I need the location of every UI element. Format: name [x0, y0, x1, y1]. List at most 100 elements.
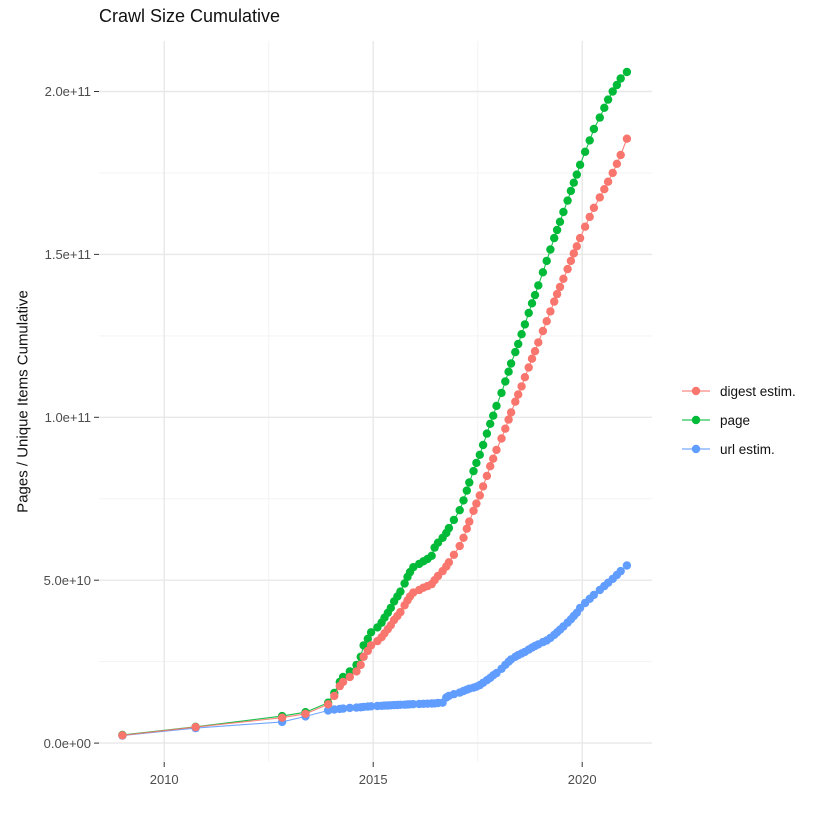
data-point-page [538, 268, 548, 277]
data-point-digest-estim- [530, 347, 540, 356]
legend-item-url-estim-: url estim. [681, 441, 796, 457]
data-point-digest-estim- [459, 533, 468, 542]
legend-label: page [720, 412, 751, 428]
data-point-page [482, 429, 492, 438]
series-line-url-estim- [122, 565, 628, 737]
data-point-page [489, 411, 498, 420]
data-point-url-estim- [622, 561, 632, 570]
y-tick-label: 1.0e+11 [44, 409, 91, 425]
data-point-digest-estim- [600, 185, 609, 194]
data-point-page [475, 450, 484, 459]
data-point-digest-estim- [352, 667, 361, 676]
data-point-page [552, 225, 562, 235]
data-point-digest-estim- [396, 607, 405, 617]
data-point-page [455, 506, 464, 515]
data-point-page [603, 95, 613, 104]
y-tick-label: 0.0e+00 [43, 735, 91, 751]
data-point-digest-estim- [580, 222, 590, 231]
data-point-page [550, 233, 559, 243]
data-point-digest-estim- [616, 150, 625, 160]
data-point-digest-estim- [514, 390, 523, 399]
data-point-page [527, 299, 537, 308]
data-point-digest-estim- [345, 672, 354, 682]
data-point-page [449, 515, 459, 525]
data-point-page [585, 136, 594, 145]
legend-key-icon [682, 386, 710, 396]
data-point-page [559, 207, 568, 217]
data-point-page [486, 419, 495, 428]
data-point-digest-estim- [559, 274, 568, 283]
data-point-digest-estim- [546, 307, 555, 316]
data-point-page [517, 330, 526, 339]
data-point-digest-estim- [330, 691, 339, 701]
data-point-digest-estim- [478, 482, 488, 491]
data-point-page [542, 256, 551, 266]
data-point-page [595, 113, 604, 122]
data-point-page [514, 339, 523, 349]
data-point-digest-estim- [527, 354, 537, 363]
data-point-page [472, 458, 481, 468]
data-point-page [478, 440, 488, 450]
data-point-page [555, 217, 565, 226]
data-point-digest-estim- [566, 256, 576, 266]
data-point-digest-estim- [455, 541, 464, 551]
data-point-page [534, 281, 543, 290]
data-point-digest-estim- [366, 641, 376, 650]
data-point-digest-estim- [555, 282, 565, 292]
data-point-digest-estim- [550, 297, 559, 306]
legend: digest estim. page url estim. [681, 383, 796, 457]
data-point-digest-estim- [475, 491, 484, 500]
data-point-digest-estim- [504, 415, 513, 424]
data-point-digest-estim- [538, 326, 548, 336]
legend-label: url estim. [720, 441, 775, 457]
data-point-digest-estim- [497, 434, 506, 443]
data-point-page [506, 359, 516, 368]
data-point-digest-estim- [301, 709, 310, 718]
data-point-page [546, 245, 555, 254]
data-point-page [465, 478, 474, 487]
data-point-page [566, 186, 576, 196]
data-point-page [524, 308, 533, 318]
data-point-page [569, 178, 578, 187]
data-point-page [469, 466, 478, 476]
data-point-page [497, 388, 506, 398]
y-tick-label: 1.5e+11 [44, 246, 91, 262]
data-point-page [396, 587, 405, 596]
data-point-digest-estim- [118, 731, 127, 740]
data-point-page [608, 87, 617, 96]
data-point-page [563, 196, 572, 205]
data-point-digest-estim- [612, 159, 622, 168]
data-point-page [386, 603, 395, 613]
data-point-digest-estim- [356, 660, 365, 670]
data-point-digest-estim- [482, 471, 492, 481]
data-point-digest-estim- [572, 242, 581, 251]
data-point-page [400, 579, 409, 588]
data-point-digest-estim- [444, 558, 454, 567]
data-point-url-estim- [323, 706, 333, 715]
data-point-digest-estim- [585, 212, 594, 222]
data-point-digest-estim- [589, 203, 599, 212]
data-point-digest-estim- [501, 424, 510, 433]
data-point-digest-estim- [595, 193, 604, 202]
data-point-digest-estim- [552, 289, 562, 299]
data-point-url-estim- [409, 700, 418, 709]
chart-title: Crawl Size Cumulative [99, 6, 281, 26]
y-tick-label: 2.0e+11 [44, 83, 91, 99]
data-point-page [511, 347, 520, 357]
data-point-digest-estim- [465, 517, 474, 526]
data-point-page [520, 320, 530, 329]
legend-item-digest-estim-: digest estim. [681, 383, 796, 399]
x-tick-label: 2015 [358, 772, 388, 787]
data-point-digest-estim- [323, 700, 333, 709]
data-point-digest-estim- [603, 177, 613, 186]
data-point-url-estim- [616, 566, 625, 576]
data-point-page [572, 170, 581, 179]
legend-label: digest estim. [720, 383, 796, 399]
legend-key-icon [682, 415, 710, 425]
data-point-digest-estim- [191, 722, 200, 732]
data-point-page [600, 103, 609, 113]
data-point-digest-estim- [462, 524, 471, 533]
data-point-digest-estim- [534, 338, 543, 347]
